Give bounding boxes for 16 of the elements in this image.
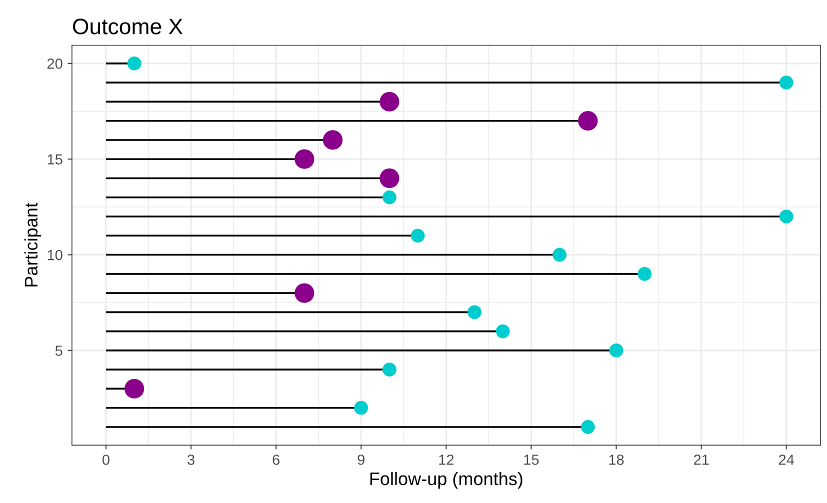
y-tick-label: 5	[55, 346, 62, 356]
x-tick-label: 18	[609, 454, 624, 465]
x-tick-label: 21	[694, 454, 709, 465]
x-tick-label: 3	[188, 454, 194, 465]
y-tick-label: 10	[48, 250, 62, 260]
y-axis-title: Participant	[24, 202, 42, 286]
x-axis-title: Follow-up (months)	[370, 472, 522, 489]
x-tick-label: 9	[358, 454, 364, 465]
y-tick-label: 20	[47, 58, 62, 69]
x-tick-label: 0	[102, 454, 110, 465]
x-tick-label: 12	[439, 454, 454, 465]
y-tick-label: 15	[48, 154, 62, 165]
x-tick-label: 24	[778, 454, 794, 465]
x-tick-label: 6	[272, 454, 280, 465]
chart-title: Outcome X	[73, 18, 183, 34]
x-tick-label: 15	[524, 454, 539, 465]
